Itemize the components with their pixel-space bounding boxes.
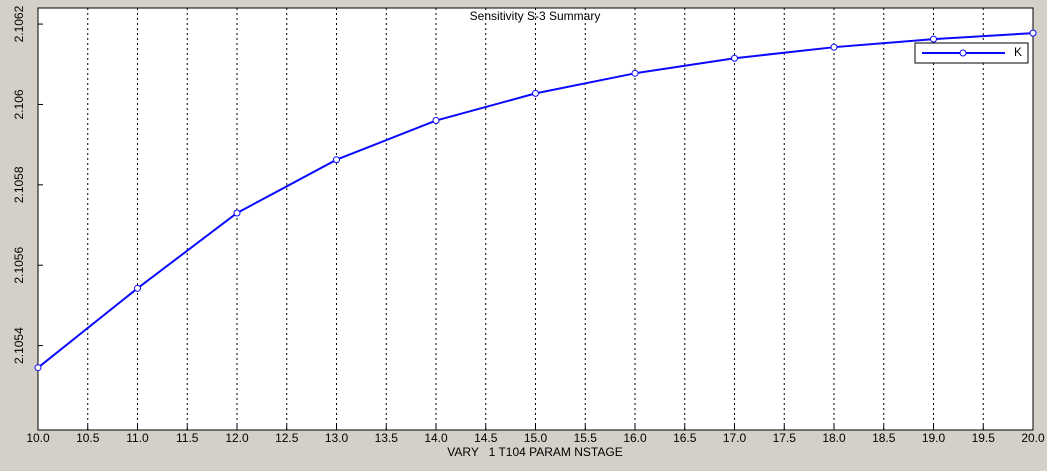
x-tick-label: 15.0 [524, 431, 548, 445]
x-tick-label: 14.0 [424, 431, 448, 445]
marker [830, 43, 838, 51]
x-tick-label: 12.0 [225, 431, 249, 445]
y-tick-label: 2.1054 [12, 327, 26, 364]
x-tick-label: 17.0 [723, 431, 747, 445]
x-tick-label: 16.0 [623, 431, 647, 445]
x-tick-label: 19.5 [972, 431, 996, 445]
marker [34, 364, 42, 372]
x-tick-label: 20.0 [1021, 431, 1045, 445]
x-tick-label: 17.5 [773, 431, 797, 445]
x-tick-label: 18.0 [822, 431, 846, 445]
x-tick-label: 12.5 [275, 431, 299, 445]
legend-label: K [1014, 45, 1022, 59]
legend-marker [959, 49, 967, 57]
x-axis-label: VARY 1 T104 PARAM NSTAGE [447, 445, 622, 459]
x-tick-label: 11.0 [126, 431, 149, 445]
y-tick-label: 2.1056 [12, 247, 26, 284]
x-tick-label: 14.5 [474, 431, 498, 445]
marker [432, 117, 440, 125]
marker [532, 89, 539, 97]
y-tick-label: 2.106 [12, 89, 26, 119]
marker [930, 35, 937, 43]
marker [1029, 29, 1037, 37]
x-tick-label: 18.5 [872, 431, 896, 445]
x-tick-label: 19.0 [922, 431, 946, 445]
y-tick-label: 2.1062 [12, 5, 26, 42]
marker [731, 54, 738, 62]
x-tick-label: 13.5 [375, 431, 399, 445]
x-tick-label: 13.0 [325, 431, 349, 445]
x-tick-label: 10.0 [26, 431, 50, 445]
y-tick-label: 2.1058 [12, 166, 26, 203]
x-tick-label: 16.5 [673, 431, 697, 445]
chart-title: Sensitivity S-3 Summary [470, 9, 601, 23]
marker [134, 284, 141, 292]
x-tick-label: 11.5 [176, 431, 199, 445]
marker [233, 209, 241, 217]
marker [333, 156, 340, 164]
x-tick-label: 15.5 [574, 431, 598, 445]
marker [631, 69, 639, 77]
x-tick-label: 10.5 [76, 431, 100, 445]
